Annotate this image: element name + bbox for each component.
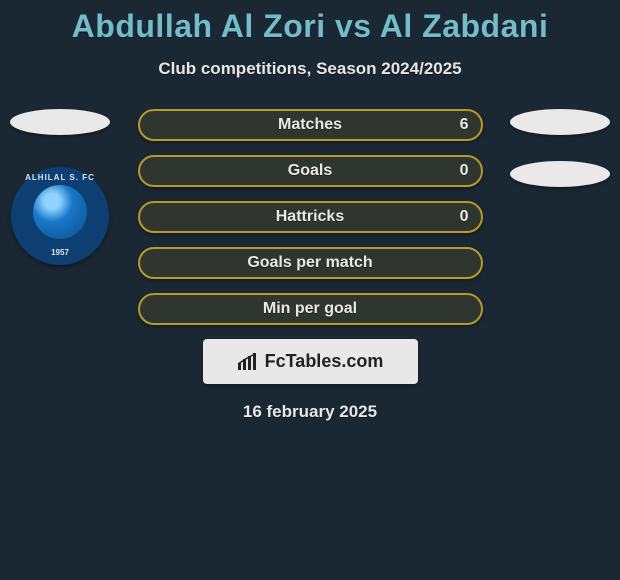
stat-rows: Matches 6 Goals 0 Hattricks 0 Goals per … (138, 109, 483, 325)
club-logo-bottom-text: 1957 (11, 248, 109, 257)
brand-badge: FcTables.com (203, 339, 418, 384)
stat-label: Goals (288, 162, 332, 180)
stat-label: Min per goal (263, 300, 357, 318)
page-title: Abdullah Al Zori vs Al Zabdani (0, 0, 620, 45)
player-right-ellipse-2 (510, 161, 610, 187)
stat-label: Goals per match (247, 254, 372, 272)
stat-right-value: 6 (460, 116, 469, 134)
stat-row: Goals per match (138, 247, 483, 279)
stat-row: Goals 0 (138, 155, 483, 187)
comparison-content: ALHILAL S. FC 1957 Matches 6 Goals 0 Hat… (0, 109, 620, 422)
player-left-club-logo: ALHILAL S. FC 1957 (11, 167, 109, 265)
stat-right-value: 0 (460, 208, 469, 226)
stat-row: Hattricks 0 (138, 201, 483, 233)
stat-label: Hattricks (276, 208, 344, 226)
bar-chart-icon (237, 353, 259, 371)
subtitle: Club competitions, Season 2024/2025 (0, 59, 620, 79)
stat-label: Matches (278, 116, 342, 134)
player-left-column: ALHILAL S. FC 1957 (5, 109, 115, 265)
brand-text: FcTables.com (265, 351, 384, 372)
date-text: 16 february 2025 (10, 402, 610, 422)
stat-right-value: 0 (460, 162, 469, 180)
club-logo-top-text: ALHILAL S. FC (11, 173, 109, 182)
player-right-column (505, 109, 615, 187)
stat-row: Min per goal (138, 293, 483, 325)
player-left-ellipse (10, 109, 110, 135)
stat-row: Matches 6 (138, 109, 483, 141)
player-right-ellipse-1 (510, 109, 610, 135)
